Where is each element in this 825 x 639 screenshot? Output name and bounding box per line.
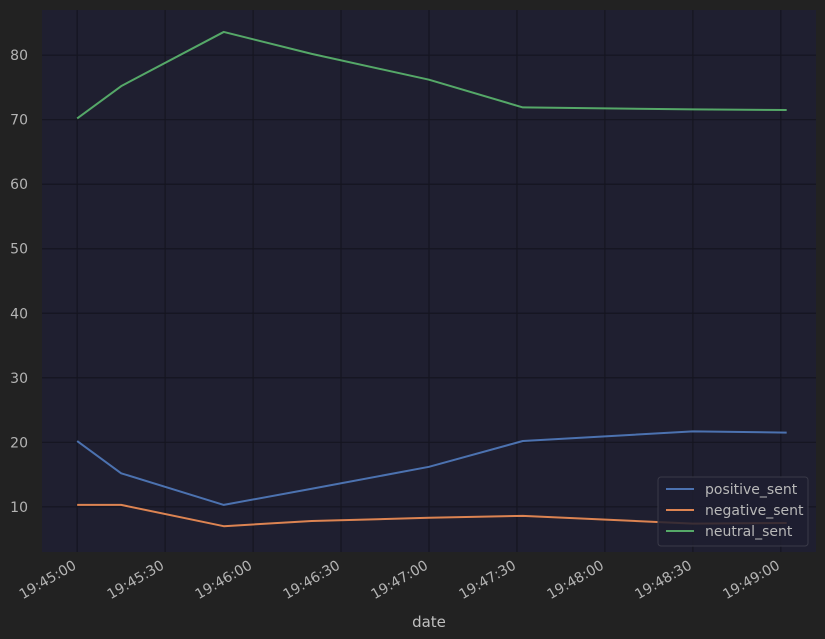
legend-label: negative_sent bbox=[705, 503, 804, 519]
series-line-positive-sent bbox=[76, 430, 787, 506]
y-tick-label: 60 bbox=[10, 177, 28, 193]
y-tick-label: 70 bbox=[10, 113, 28, 129]
y-axis-ticks: 10 20 30 40 50 60 70 80 bbox=[10, 48, 28, 516]
y-tick-label: 10 bbox=[10, 500, 28, 516]
y-tick-label: 40 bbox=[10, 306, 28, 322]
gridlines bbox=[42, 10, 816, 552]
legend-box bbox=[657, 476, 809, 547]
y-tick-label: 20 bbox=[10, 435, 28, 451]
x-axis-label: date bbox=[412, 613, 446, 631]
legend: positive_sent negative_sent neutral_sent bbox=[657, 476, 809, 547]
y-tick-label: 50 bbox=[10, 242, 28, 258]
y-tick-label: 30 bbox=[10, 371, 28, 387]
y-tick-label: 80 bbox=[10, 48, 28, 64]
legend-label: positive_sent bbox=[705, 482, 798, 498]
series-line-neutral-sent bbox=[76, 30, 787, 120]
legend-label: neutral_sent bbox=[705, 524, 793, 540]
